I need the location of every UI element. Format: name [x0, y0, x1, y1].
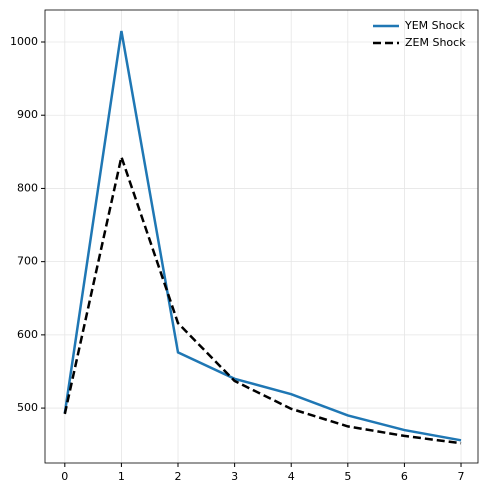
- x-tick-label: 0: [61, 470, 68, 482]
- plot-frame: [44, 9, 479, 464]
- x-tick-label: 7: [458, 470, 465, 482]
- legend-label: ZEM Shock: [405, 36, 466, 49]
- y-tick-label: 800: [17, 181, 38, 194]
- series-line: [63, 152, 462, 445]
- x-tick-label: 1: [118, 470, 125, 482]
- x-tick-label: 5: [344, 470, 351, 482]
- x-tick-label: 6: [401, 470, 408, 482]
- y-tick-label: 500: [17, 401, 38, 414]
- x-tick-label: 3: [231, 470, 238, 482]
- y-tick-label: 600: [17, 328, 38, 341]
- x-tick-label: 4: [288, 470, 295, 482]
- x-tick-label: 2: [175, 470, 182, 482]
- y-tick-label: 1000: [10, 35, 38, 48]
- y-tick-label: 700: [17, 255, 38, 268]
- series-line: [63, 30, 462, 442]
- legend-label: YEM Shock: [404, 19, 465, 32]
- y-tick-label: 900: [17, 108, 38, 121]
